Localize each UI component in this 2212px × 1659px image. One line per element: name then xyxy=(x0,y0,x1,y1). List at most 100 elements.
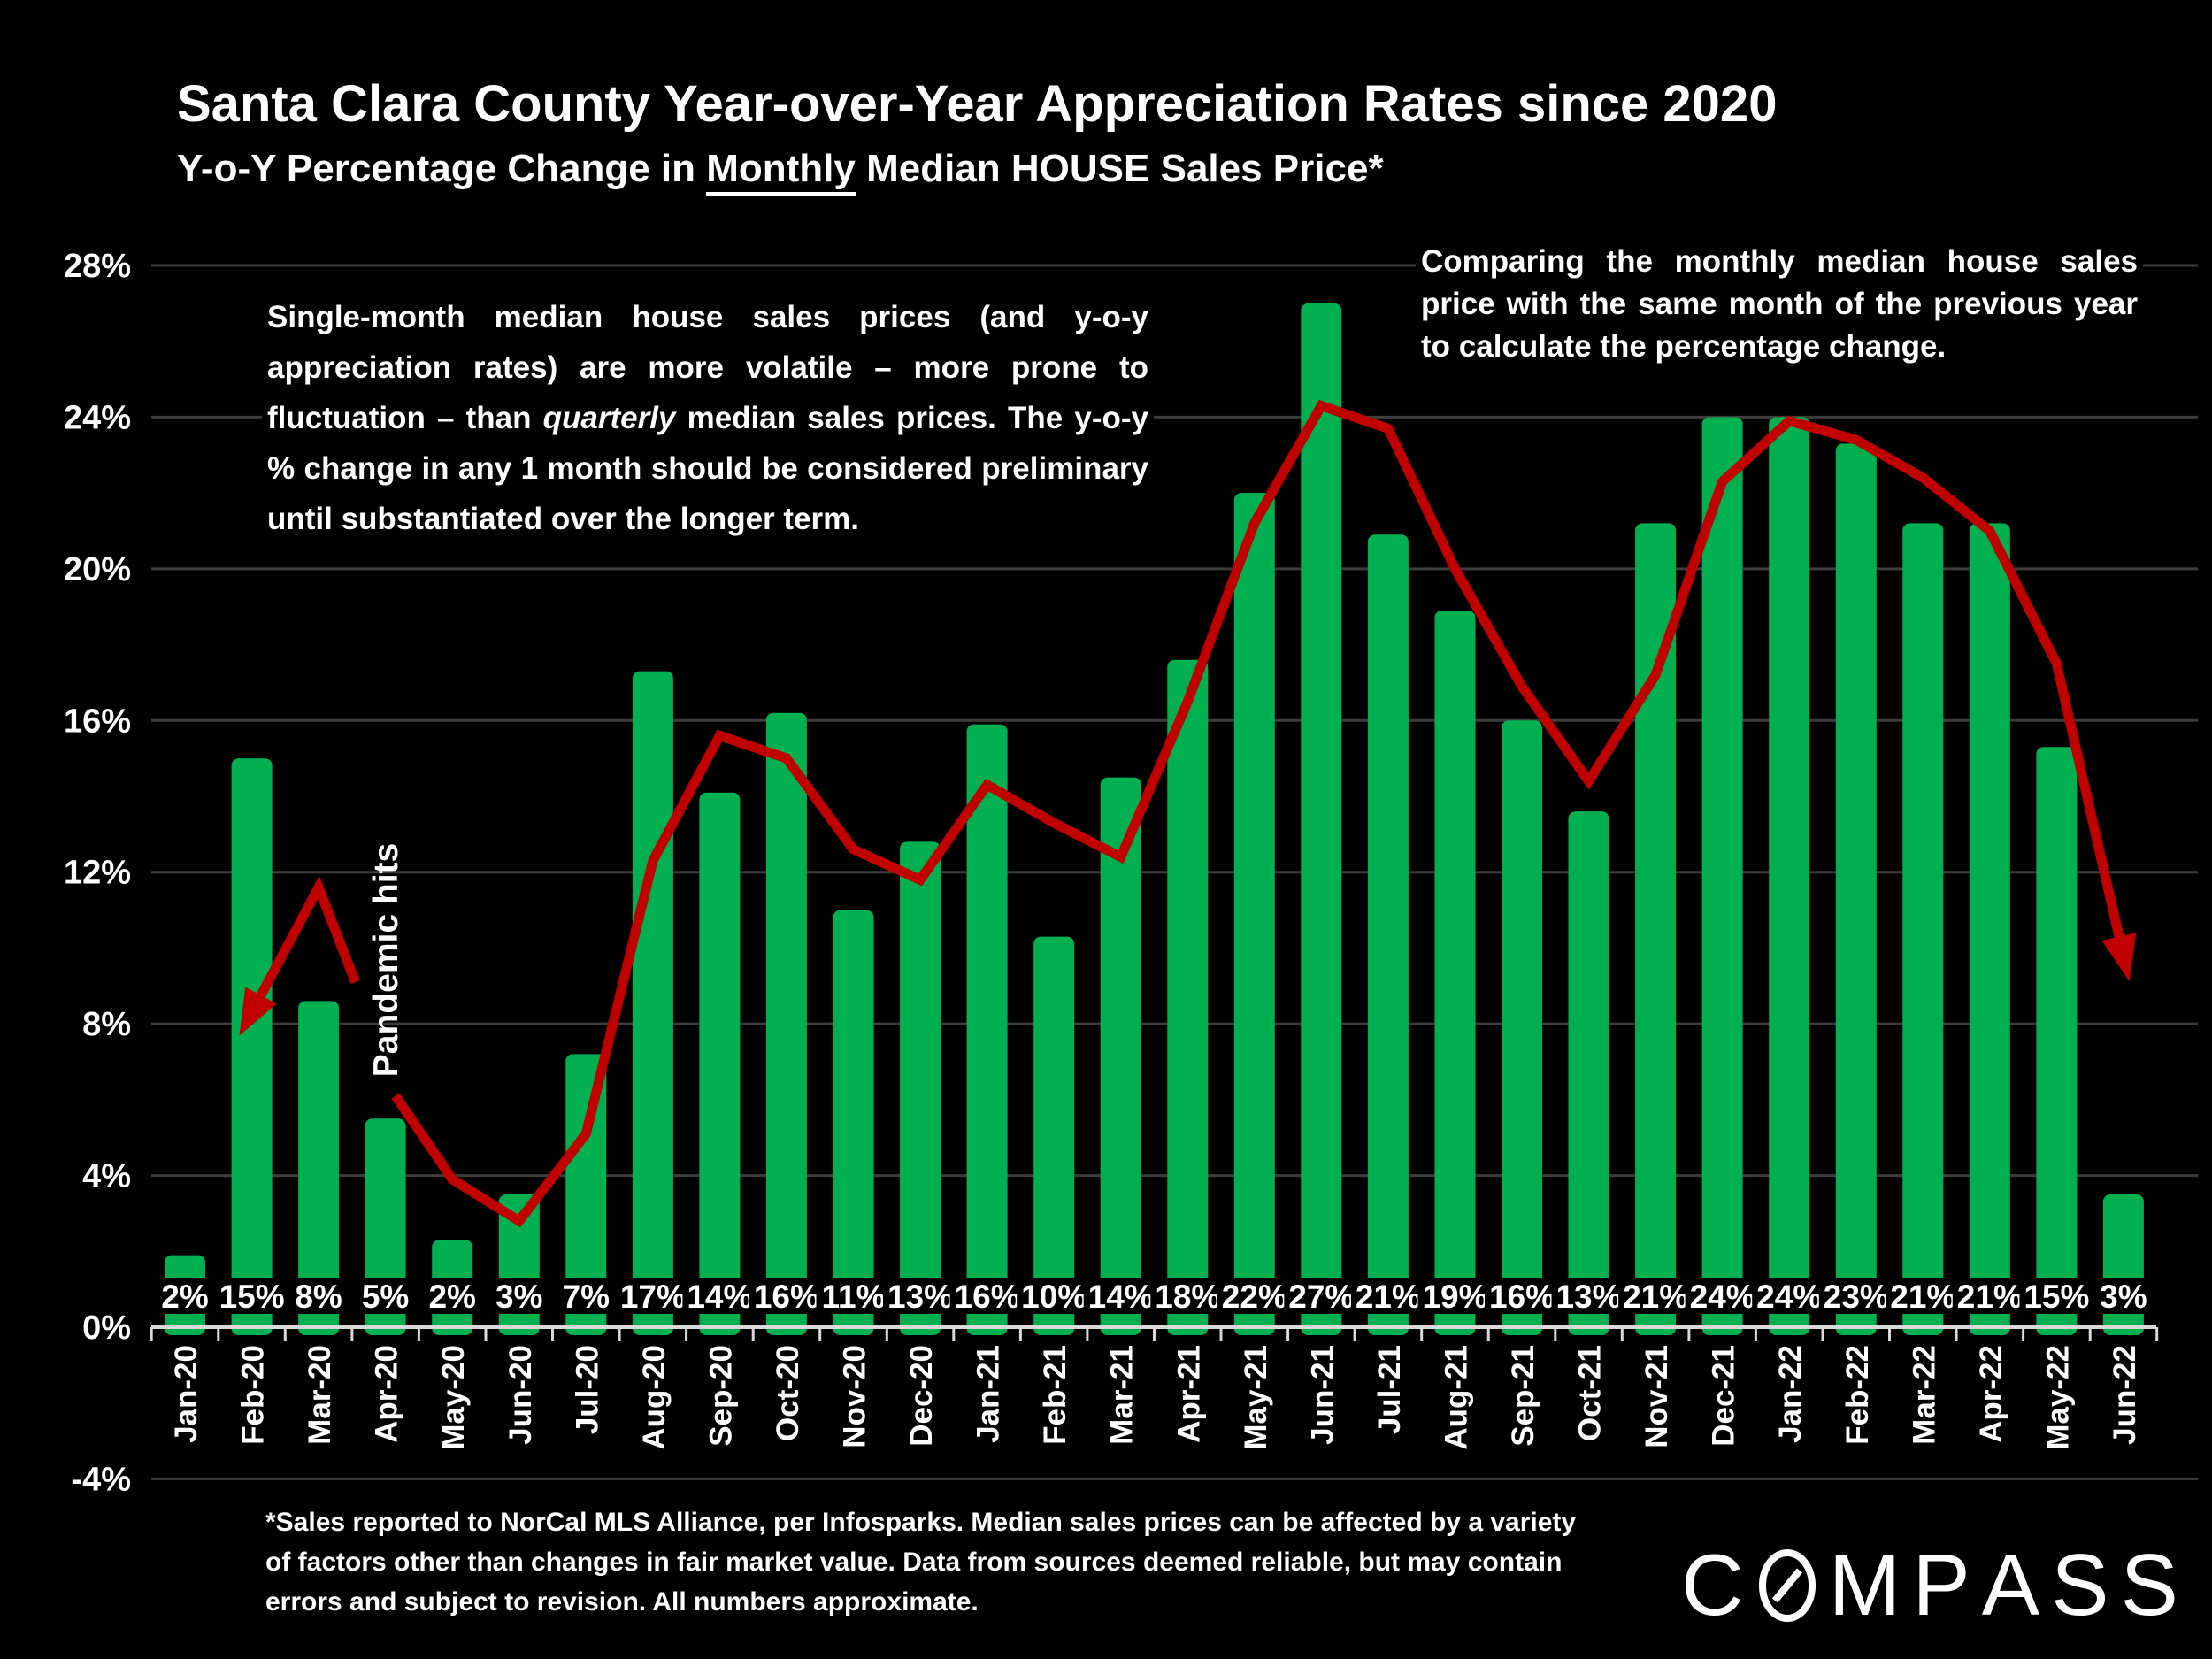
bar-value-label-May-20: 2% xyxy=(428,1279,475,1315)
x-axis-label-Jun-21: Jun-21 xyxy=(1305,1345,1340,1445)
x-axis-label-May-20: May-20 xyxy=(436,1345,471,1450)
bar-value-label-Feb-22: 23% xyxy=(1824,1279,1889,1315)
annotation-method-note: Comparing the monthly median house sales… xyxy=(1416,237,2143,377)
bar-value-box xyxy=(157,1278,212,1314)
x-axis-label-Jun-20: Jun-20 xyxy=(503,1345,538,1445)
x-axis-label-Jul-20: Jul-20 xyxy=(570,1345,604,1434)
x-axis-label-Aug-20: Aug-20 xyxy=(637,1345,672,1450)
page-subtitle: Y-o-Y Percentage Change in Monthly Media… xyxy=(177,147,1384,196)
bar-value-box xyxy=(2095,1278,2151,1314)
bar-Sep-21 xyxy=(1502,720,1542,1335)
page-title: Santa Clara County Year-over-Year Apprec… xyxy=(177,75,1778,133)
volatility-note-italic-word: quarterly xyxy=(542,401,676,435)
bar-value-label-May-21: 22% xyxy=(1222,1279,1287,1315)
bar-Nov-21 xyxy=(1635,523,1677,1335)
y-axis-label-16%: 16% xyxy=(64,703,131,740)
bar-value-box xyxy=(949,1278,1025,1314)
y-axis-label-12%: 12% xyxy=(64,855,131,892)
bar-value-box xyxy=(1284,1278,1359,1314)
x-axis-label-Sep-20: Sep-20 xyxy=(703,1345,738,1447)
bar-value-label-Oct-21: 13% xyxy=(1555,1279,1621,1315)
bar-value-label-Aug-21: 19% xyxy=(1422,1279,1487,1315)
bar-value-label-Jan-21: 16% xyxy=(955,1279,1020,1315)
bar-value-box xyxy=(615,1278,690,1314)
bar-value-label-Jul-21: 21% xyxy=(1356,1279,1421,1315)
x-axis-label-Mar-21: Mar-21 xyxy=(1105,1345,1140,1445)
x-axis-label-Jan-21: Jan-21 xyxy=(972,1345,1006,1443)
bar-value-label-Feb-20: 15% xyxy=(219,1279,285,1315)
bar-Oct-21 xyxy=(1568,811,1609,1335)
bar-value-box xyxy=(816,1278,891,1314)
bar-value-box xyxy=(1417,1278,1493,1314)
bar-Aug-20 xyxy=(632,671,673,1335)
bar-Nov-20 xyxy=(833,910,874,1335)
bar-value-label-Jun-22: 3% xyxy=(2100,1279,2147,1315)
y-axis-label--4%: -4% xyxy=(71,1461,131,1498)
bar-value-label-Nov-21: 21% xyxy=(1623,1279,1688,1315)
logo-letter: P xyxy=(1912,1536,1982,1633)
x-axis-label-Nov-21: Nov-21 xyxy=(1640,1345,1674,1448)
bar-value-box xyxy=(558,1278,614,1314)
bar-value-box xyxy=(1017,1278,1092,1314)
bar-Mar-21 xyxy=(1100,777,1141,1335)
x-axis-label-Dec-21: Dec-21 xyxy=(1707,1345,1741,1447)
x-axis-label-May-22: May-22 xyxy=(2040,1345,2075,1450)
bar-value-label-Jun-20: 3% xyxy=(495,1279,542,1315)
y-axis-label-4%: 4% xyxy=(82,1158,131,1195)
bar-value-box xyxy=(1485,1278,1559,1314)
x-axis-label-Mar-22: Mar-22 xyxy=(1907,1345,1941,1445)
x-axis-label-Oct-21: Oct-21 xyxy=(1573,1345,1608,1441)
bar-value-box xyxy=(214,1278,289,1314)
x-axis-label-Jul-21: Jul-21 xyxy=(1372,1345,1407,1434)
bar-Jul-20 xyxy=(565,1054,607,1335)
bar-value-box xyxy=(682,1278,757,1314)
bar-value-label-Apr-20: 5% xyxy=(362,1279,409,1315)
x-axis-label-Jan-20: Jan-20 xyxy=(169,1345,204,1443)
x-axis-label-Mar-20: Mar-20 xyxy=(303,1345,337,1445)
bar-value-box xyxy=(1752,1278,1827,1314)
bar-value-box xyxy=(1886,1278,1961,1314)
bar-value-label-Sep-21: 16% xyxy=(1489,1279,1555,1315)
x-axis-label-Dec-20: Dec-20 xyxy=(904,1345,939,1447)
bar-value-label-Jun-21: 27% xyxy=(1288,1279,1354,1315)
compass-needle-o-icon xyxy=(1758,1549,1816,1622)
bar-value-box xyxy=(2019,1278,2094,1314)
footnote-disclaimer: *Sales reported to NorCal MLS Alliance, … xyxy=(265,1508,1577,1617)
x-axis-label-Jun-22: Jun-22 xyxy=(2108,1345,2142,1445)
logo-letter: A xyxy=(1981,1536,2052,1633)
annotation-volatility-note: Single-month median house sales prices (… xyxy=(262,288,1154,553)
bar-value-box xyxy=(425,1278,480,1314)
bar-Mar-22 xyxy=(1902,523,1944,1335)
bar-value-label-Jan-20: 2% xyxy=(161,1279,208,1315)
x-axis-label-Nov-20: Nov-20 xyxy=(838,1345,872,1448)
bar-value-box xyxy=(1083,1278,1158,1314)
logo-letter: S xyxy=(2120,1536,2190,1633)
x-axis-label-Feb-22: Feb-22 xyxy=(1840,1345,1875,1445)
y-axis-label-0%: 0% xyxy=(82,1310,131,1347)
x-axis-label-Apr-21: Apr-21 xyxy=(1171,1345,1206,1443)
pandemic-hits-label: Pandemic hits xyxy=(367,842,405,1078)
bar-Oct-20 xyxy=(765,712,807,1335)
x-axis-label-Oct-20: Oct-20 xyxy=(771,1345,805,1441)
x-axis-label-May-21: May-21 xyxy=(1239,1345,1273,1450)
bar-Apr-22 xyxy=(1969,523,2010,1335)
bar-value-label-May-22: 15% xyxy=(2024,1279,2089,1315)
bar-value-label-Apr-22: 21% xyxy=(1957,1279,2023,1315)
bar-Feb-20 xyxy=(231,758,273,1335)
bar-value-label-Oct-20: 16% xyxy=(754,1279,819,1315)
y-axis-label-8%: 8% xyxy=(82,1006,131,1043)
bar-value-box xyxy=(1818,1278,1893,1314)
y-axis-label-28%: 28% xyxy=(64,248,131,285)
trend-line-segment xyxy=(239,875,360,1036)
logo-letter: C xyxy=(1681,1536,1755,1633)
bar-May-21 xyxy=(1233,493,1275,1335)
bar-value-box xyxy=(883,1278,957,1314)
bar-value-box xyxy=(1685,1278,1760,1314)
x-axis-label-Apr-20: Apr-20 xyxy=(370,1345,404,1443)
x-axis-label-Apr-22: Apr-22 xyxy=(1974,1345,2008,1443)
bar-value-label-Aug-20: 17% xyxy=(620,1279,686,1315)
bar-Apr-21 xyxy=(1167,659,1209,1335)
